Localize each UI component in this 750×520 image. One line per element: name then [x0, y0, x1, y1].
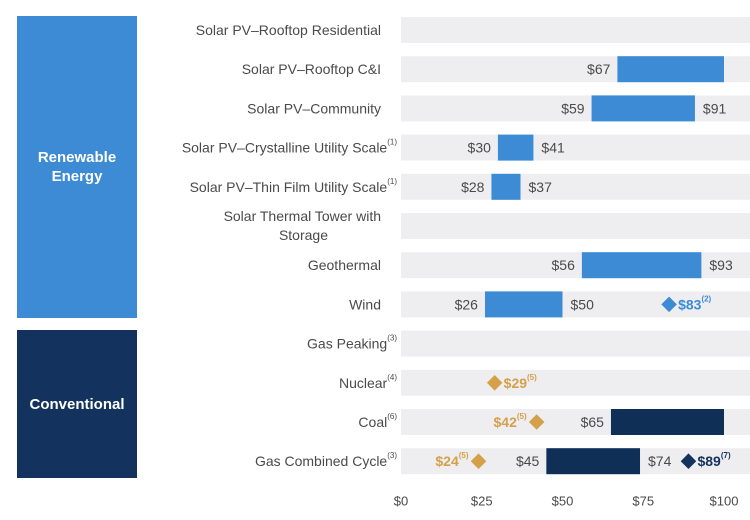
group-label-conventional-text: Conventional: [29, 395, 125, 413]
x-tick-label: $0: [394, 494, 408, 509]
superscript-note: (3): [387, 333, 397, 342]
superscript-note: (5): [527, 372, 537, 381]
range-high-label: $50: [571, 296, 595, 312]
range-bar: [546, 448, 641, 475]
superscript-note: (5): [517, 412, 527, 421]
group-label-renewable-text: Renewable Energy: [37, 149, 117, 185]
category-label: Solar PV–Rooftop Residential: [196, 22, 381, 38]
category-label: Solar Thermal Tower with: [224, 208, 381, 224]
group-label-conventional: Conventional: [17, 330, 137, 478]
superscript-note: (7): [721, 451, 731, 460]
range-low-label: $59: [561, 100, 585, 116]
range-low-label: $45: [516, 453, 540, 469]
superscript-note: (6): [387, 412, 397, 421]
x-tick-label: $75: [632, 494, 654, 509]
row-background: [401, 330, 750, 357]
superscript-note: (2): [701, 294, 711, 303]
range-low-label: $26: [455, 296, 479, 312]
group-label-renewable: Renewable Energy: [17, 16, 137, 318]
category-label: Solar PV–Community: [247, 100, 381, 116]
range-low-label: $56: [552, 257, 576, 273]
range-bar: [497, 134, 534, 161]
range-low-label: $28: [461, 179, 485, 195]
x-tick-label: $25: [471, 494, 493, 509]
x-tick-label: $100: [710, 494, 739, 509]
range-bar: [591, 95, 695, 122]
range-high-label: $91: [703, 100, 727, 116]
superscript-note: (1): [387, 137, 397, 146]
row-background: [401, 173, 750, 200]
row-background: [401, 17, 750, 43]
superscript-note: (5): [459, 451, 469, 460]
range-high-label: $41: [541, 140, 565, 156]
category-label: Solar PV–Rooftop C&I: [242, 61, 381, 77]
category-label: Wind: [349, 296, 381, 312]
superscript-note: (1): [387, 176, 397, 185]
row-background: [401, 213, 750, 239]
range-bar: [610, 409, 724, 435]
range-bar: [617, 56, 724, 83]
range-low-label: $30: [468, 140, 492, 156]
range-bar: [491, 173, 521, 200]
superscript-note: (4): [387, 372, 397, 381]
category-label: Solar PV–Thin Film Utility Scale(1): [190, 176, 398, 195]
row-background: [401, 134, 750, 161]
category-label-line2: Storage: [279, 227, 328, 243]
range-low-label: $65: [581, 414, 605, 430]
range-bar: [484, 291, 563, 318]
range-bar: [581, 252, 702, 279]
category-label: Gas Peaking(3): [307, 333, 397, 352]
category-label: Geothermal: [308, 257, 381, 273]
category-label: Gas Combined Cycle(3): [255, 451, 397, 470]
superscript-note: (3): [387, 451, 397, 460]
range-high-label: $74: [648, 453, 672, 469]
category-label: Nuclear(4): [339, 372, 397, 391]
row-background: [401, 291, 750, 318]
category-label: Coal(6): [358, 412, 397, 431]
x-tick-label: $50: [552, 494, 574, 509]
range-high-label: $93: [709, 257, 733, 273]
range-low-label: $67: [587, 61, 611, 77]
category-label: Solar PV–Crystalline Utility Scale(1): [182, 137, 398, 156]
row-background: [401, 369, 750, 396]
range-high-label: $37: [529, 179, 553, 195]
